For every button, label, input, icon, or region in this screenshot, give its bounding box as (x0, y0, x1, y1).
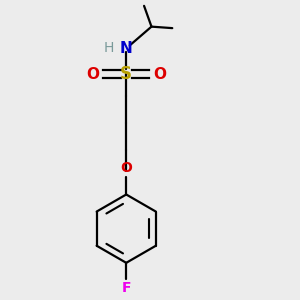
Text: N: N (120, 41, 133, 56)
Text: O: O (120, 161, 132, 176)
Text: H: H (104, 41, 114, 55)
Text: O: O (86, 67, 100, 82)
Text: S: S (120, 65, 132, 83)
Text: F: F (122, 280, 131, 295)
Text: O: O (153, 67, 166, 82)
